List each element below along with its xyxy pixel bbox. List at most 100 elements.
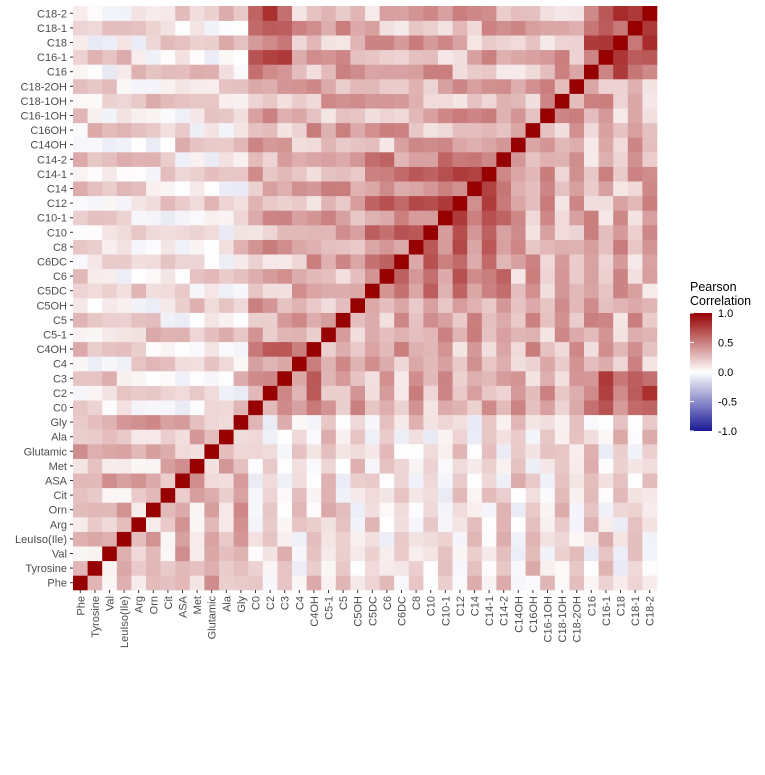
x-tick-label: C18 (616, 596, 628, 616)
heatmap-cell (321, 49, 337, 65)
heatmap-cell (73, 517, 88, 532)
heatmap-cell (175, 429, 191, 445)
heatmap-cell (408, 298, 424, 313)
heatmap-cell (87, 414, 103, 430)
heatmap-cell (321, 400, 337, 416)
heatmap-cell (116, 20, 132, 36)
x-tick-label: C10-1 (440, 596, 452, 626)
heatmap-cell (408, 560, 424, 576)
heatmap-cell (598, 444, 614, 459)
heatmap-cell (467, 341, 483, 357)
heatmap-cell (146, 487, 161, 503)
heatmap-cell (496, 268, 512, 284)
heatmap-cell (277, 239, 293, 255)
heatmap-cell (350, 356, 366, 372)
heatmap-cell (365, 254, 380, 270)
heatmap-cell (438, 195, 453, 211)
heatmap-cell (467, 108, 483, 124)
heatmap-cell (335, 283, 351, 299)
heatmap-cell (496, 356, 512, 372)
heatmap-cell (350, 166, 366, 182)
heatmap-cell (248, 283, 264, 299)
heatmap-cell (189, 122, 205, 138)
heatmap-cell (408, 444, 424, 459)
heatmap-cell (379, 400, 395, 416)
heatmap-cell (423, 254, 439, 270)
heatmap-cell (306, 122, 322, 138)
heatmap-cell (496, 502, 512, 518)
heatmap-cell (160, 385, 176, 401)
heatmap-cell (350, 268, 366, 284)
heatmap-cell (189, 79, 205, 94)
heatmap-cell (277, 575, 293, 591)
heatmap-cell (233, 517, 249, 532)
heatmap-cell (584, 298, 599, 313)
heatmap-cell (277, 517, 293, 532)
heatmap-cell (204, 6, 220, 21)
heatmap-cell (248, 181, 264, 197)
heatmap-cell (175, 502, 191, 518)
heatmap-cell (613, 64, 629, 80)
heatmap-cell (321, 122, 337, 138)
heatmap-cell (102, 414, 118, 430)
heatmap-cell (160, 429, 176, 445)
heatmap-cell (438, 108, 453, 124)
heatmap-cell (189, 49, 205, 65)
heatmap-cell (365, 210, 380, 226)
heatmap-cell (452, 371, 468, 386)
y-tick-label: C4 (53, 359, 67, 371)
heatmap-cell (350, 35, 366, 51)
heatmap-cell (321, 298, 337, 313)
heatmap-cell (613, 312, 629, 328)
heatmap-cell (175, 458, 191, 474)
heatmap-cell (613, 327, 629, 343)
heatmap-cell (175, 298, 191, 313)
heatmap-cell (642, 560, 658, 576)
heatmap-cell (627, 327, 643, 343)
heatmap-cell (160, 93, 176, 109)
heatmap-cell (613, 546, 629, 562)
heatmap-cell (511, 225, 526, 240)
heatmap-cell (262, 371, 278, 386)
heatmap-cell (365, 49, 380, 65)
heatmap-cell (73, 444, 88, 459)
heatmap-cell (87, 254, 103, 270)
heatmap-cell (335, 79, 351, 94)
heatmap-cell (233, 429, 249, 445)
heatmap-cell (569, 239, 585, 255)
y-axis-tick-labels: PheTyrosineValLeuIso(Ile)ArgOrnCitASAMet… (15, 8, 73, 590)
heatmap-cell (642, 20, 658, 36)
heatmap-cell (613, 298, 629, 313)
heatmap-cell (438, 137, 453, 153)
heatmap-cell (408, 49, 424, 65)
heatmap-cell (87, 517, 103, 532)
heatmap-cell (394, 35, 410, 51)
heatmap-cell (496, 400, 512, 416)
heatmap-cell (321, 546, 337, 562)
heatmap-cell (627, 20, 643, 36)
heatmap-cell (627, 152, 643, 167)
heatmap-cell (379, 385, 395, 401)
heatmap-cell (481, 429, 497, 445)
heatmap-cell (146, 122, 161, 138)
heatmap-cell (496, 429, 512, 445)
heatmap-cell (554, 195, 570, 211)
heatmap-cell (408, 195, 424, 211)
heatmap-cell (102, 195, 118, 211)
heatmap-cell (540, 487, 556, 503)
heatmap-cell (642, 79, 658, 94)
heatmap-cell (569, 64, 585, 80)
heatmap-cell (292, 473, 307, 489)
heatmap-cell (642, 531, 658, 547)
heatmap-cell (394, 93, 410, 109)
heatmap-cell (248, 79, 264, 94)
heatmap-cell (146, 414, 161, 430)
heatmap-cell (467, 254, 483, 270)
heatmap-cell (350, 6, 366, 21)
heatmap-cell (175, 49, 191, 65)
heatmap-cell (569, 298, 585, 313)
y-tick-label: Gly (51, 417, 68, 429)
heatmap-cell (511, 458, 526, 474)
heatmap-cell (613, 181, 629, 197)
heatmap-cell (335, 546, 351, 562)
